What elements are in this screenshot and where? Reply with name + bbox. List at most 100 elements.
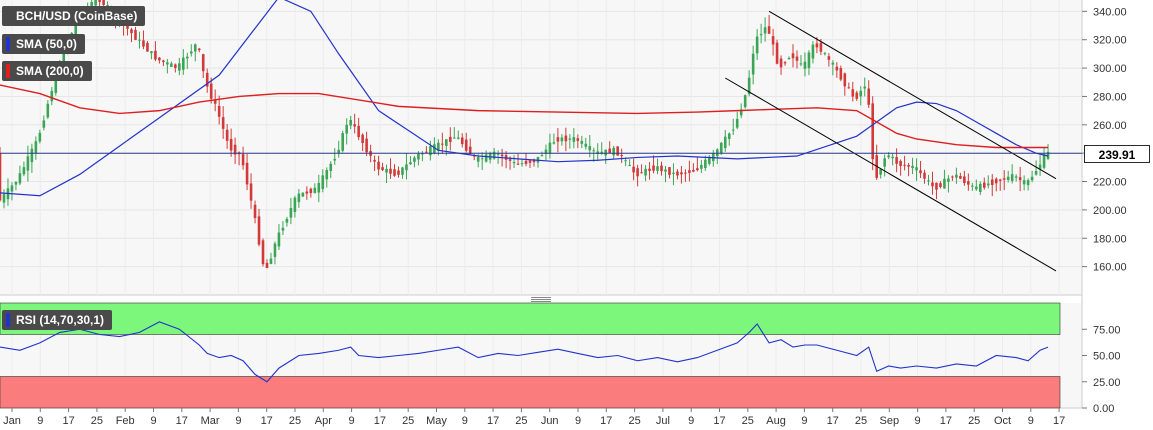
candle-body xyxy=(305,191,309,194)
candle-body xyxy=(162,60,165,63)
candle-body xyxy=(257,216,261,245)
candle-body xyxy=(321,175,325,190)
candle-body xyxy=(696,168,699,171)
candle-body xyxy=(556,137,560,142)
candle-body xyxy=(54,72,58,93)
x-tick-label: 17 xyxy=(176,415,188,427)
candle-body xyxy=(301,192,305,197)
candle-body xyxy=(178,63,181,71)
candle-body xyxy=(456,137,460,139)
candle-body xyxy=(835,66,839,71)
candle-body xyxy=(138,39,141,41)
candle-body xyxy=(990,179,994,186)
candle-body xyxy=(532,159,536,163)
candle-body xyxy=(174,64,177,68)
sma200-line xyxy=(0,84,1049,149)
x-axis-ticks: Jan 9 17 25 Feb 9 17 Mar 9 17 25 Apr 9 17 25 May 9 17 25 Ju… xyxy=(3,408,1065,427)
candle-body xyxy=(947,178,950,182)
sma200-swatch xyxy=(6,64,10,78)
x-tick-label: Oct xyxy=(994,415,1011,427)
candle-body xyxy=(449,136,452,142)
candle-body xyxy=(871,103,875,160)
candle-body xyxy=(333,158,337,161)
candle-body xyxy=(596,151,600,154)
candle-body xyxy=(524,160,528,164)
channel-upper-line xyxy=(768,10,1057,180)
candle-body xyxy=(640,172,643,174)
candle-body xyxy=(847,87,851,89)
candle-body xyxy=(0,153,2,201)
candle-body xyxy=(708,156,711,164)
candle-body xyxy=(528,160,532,163)
candle-body xyxy=(883,158,886,167)
candle-body xyxy=(572,137,576,142)
candle-body xyxy=(496,153,500,155)
x-tick-label: Sep xyxy=(880,415,900,427)
candle-body xyxy=(46,103,50,118)
channel-lower-line xyxy=(725,77,1057,272)
x-tick-label: Jan xyxy=(3,415,21,427)
candle-body xyxy=(353,124,356,127)
x-tick-label: Mar xyxy=(201,415,220,427)
y-axis-ticks: 340.00320.00300.00280.00260.00240.00220.… xyxy=(1082,6,1127,415)
candle-body xyxy=(1014,176,1018,178)
candle-body xyxy=(951,176,954,178)
candle-body xyxy=(433,144,436,154)
symbol-legend[interactable]: BCH/USD (CoinBase) xyxy=(2,6,146,26)
candle-body xyxy=(520,163,524,165)
candle-body xyxy=(516,163,520,165)
x-tick-label: 17 xyxy=(940,415,952,427)
x-tick-label: 9 xyxy=(150,415,156,427)
candle-body xyxy=(544,149,548,154)
candle-body xyxy=(249,183,253,201)
candle-body xyxy=(600,151,604,154)
candle-body xyxy=(915,167,918,171)
y-tick-label: 220.00 xyxy=(1093,177,1127,189)
candle-body xyxy=(245,162,249,185)
candle-body xyxy=(393,169,396,176)
x-tick-label: Feb xyxy=(116,415,135,427)
sma200-legend[interactable]: SMA (200,0) xyxy=(2,61,92,81)
x-tick-label: 17 xyxy=(713,415,725,427)
candle-body xyxy=(652,165,655,171)
candle-body xyxy=(357,125,360,138)
candle-body xyxy=(464,139,468,151)
price-plot-area[interactable] xyxy=(0,0,1082,295)
last-price-tag: 239.91 xyxy=(1084,145,1150,163)
x-tick-label: 9 xyxy=(801,415,807,427)
candle-body xyxy=(313,187,317,194)
candle-body xyxy=(329,163,333,171)
candle-body xyxy=(233,144,237,155)
candle-body xyxy=(385,168,388,173)
panel-resize-handle[interactable] xyxy=(531,297,551,303)
candle-body xyxy=(500,154,504,157)
candle-body xyxy=(692,169,695,172)
rsi-overbought-zone xyxy=(0,302,1061,335)
candle-body xyxy=(421,153,424,155)
candle-body xyxy=(277,232,281,247)
candle-body xyxy=(787,57,791,59)
rsi-legend[interactable]: RSI (14,70,30,1) xyxy=(2,310,113,330)
sma50-legend[interactable]: SMA (50,0) xyxy=(2,34,85,54)
candle-body xyxy=(811,44,815,59)
candle-body xyxy=(584,143,588,147)
candle-body xyxy=(807,52,811,69)
candle-body xyxy=(540,155,544,157)
y-tick-label: 160.00 xyxy=(1093,262,1127,274)
candle-body xyxy=(281,227,285,231)
x-tick-label: 25 xyxy=(91,415,103,427)
candle-body xyxy=(931,182,934,187)
candle-body xyxy=(855,92,859,99)
rsi-label: RSI (14,70,30,1) xyxy=(16,313,105,327)
candle-body xyxy=(680,172,683,175)
candle-body xyxy=(799,63,803,65)
candle-body xyxy=(755,36,759,54)
rsi-tick-label: 0.00 xyxy=(1093,403,1114,415)
candle-body xyxy=(142,40,145,47)
candle-body xyxy=(899,161,902,166)
candle-body xyxy=(723,136,727,149)
x-tick-label: Aug xyxy=(766,415,786,427)
candle-body xyxy=(285,218,289,223)
candle-body xyxy=(791,53,795,59)
